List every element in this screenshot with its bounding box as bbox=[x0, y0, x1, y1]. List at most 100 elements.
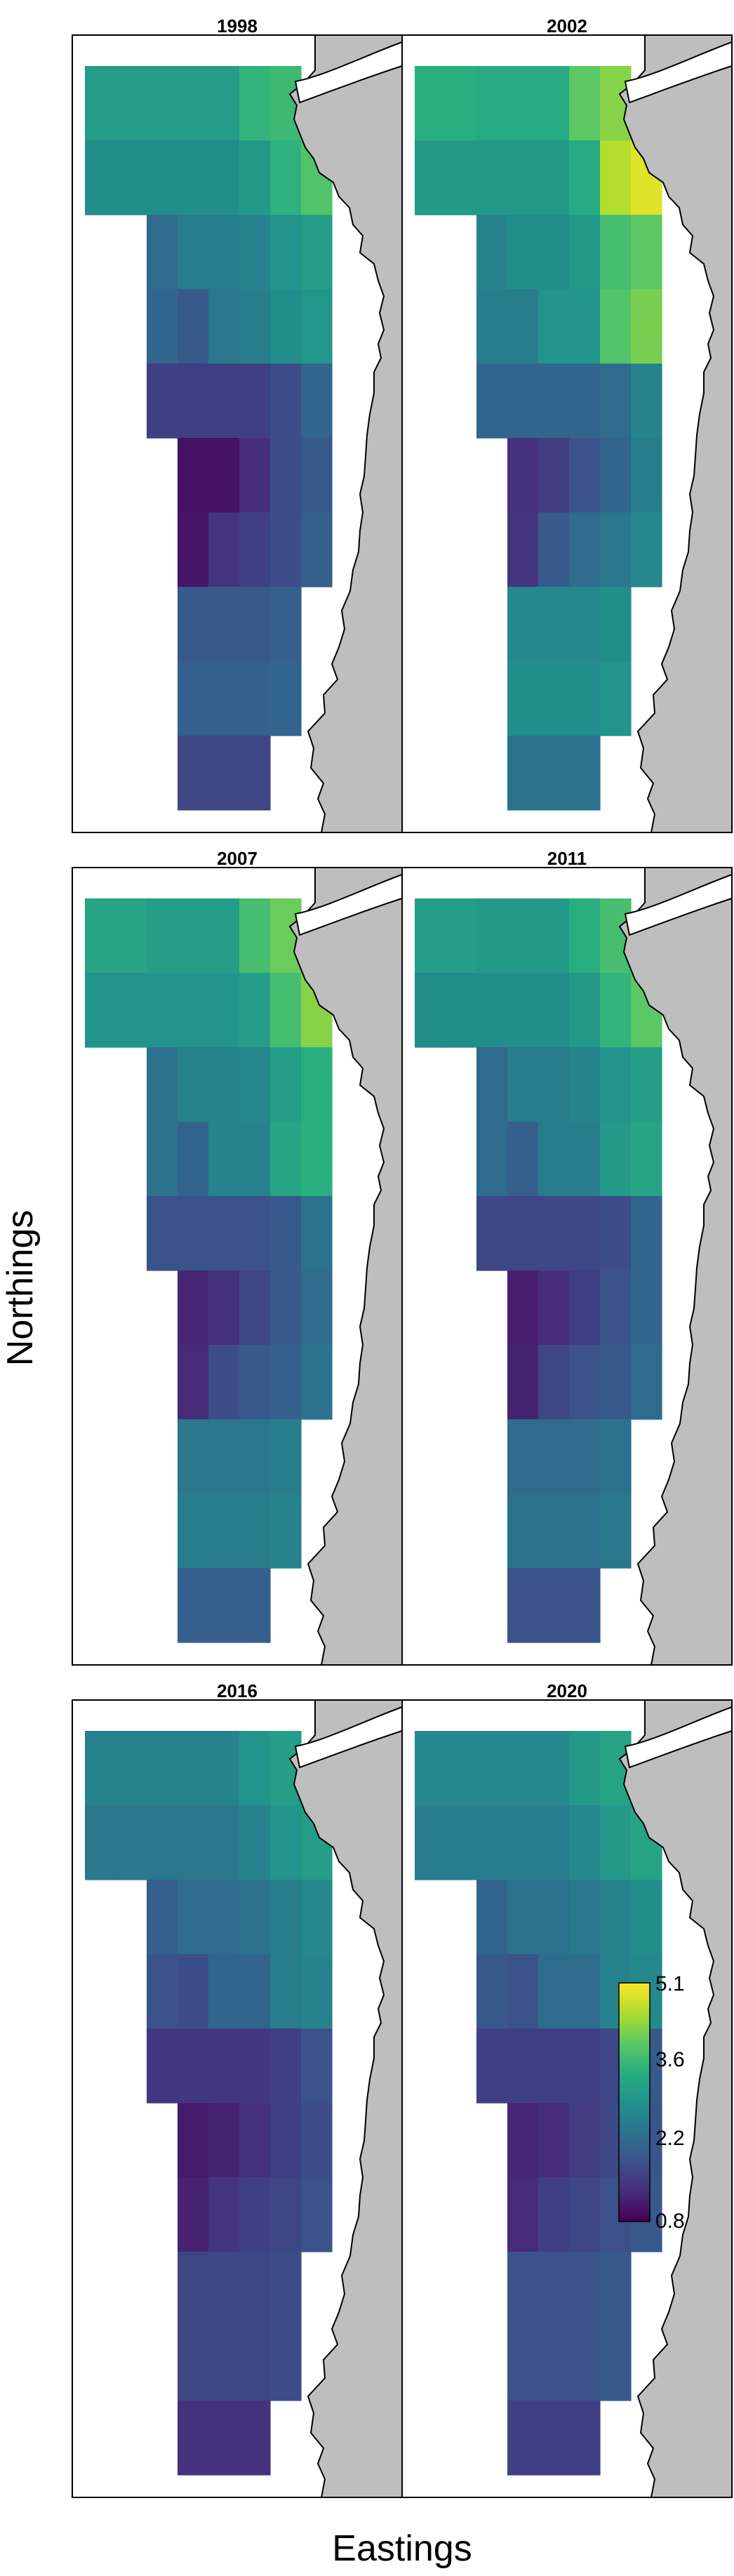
grid-cell bbox=[538, 2103, 570, 2178]
grid-cell bbox=[600, 2326, 632, 2401]
grid-cell bbox=[178, 587, 209, 662]
panel-title: 2016 bbox=[217, 1680, 258, 1701]
grid-cell bbox=[270, 438, 302, 513]
grid-cell bbox=[507, 2401, 539, 2476]
grid-cell bbox=[476, 215, 508, 290]
grid-cell bbox=[507, 289, 539, 364]
grid-cell bbox=[270, 1345, 302, 1420]
grid-cell bbox=[507, 66, 539, 141]
grid-cell bbox=[239, 2103, 271, 2178]
grid-cell bbox=[538, 1880, 570, 1955]
grid-cell bbox=[85, 140, 116, 215]
map-panel-2011: 2011 bbox=[401, 848, 733, 1666]
grid-cell bbox=[415, 1805, 446, 1880]
grid-cell bbox=[178, 2103, 209, 2178]
grid-cell bbox=[208, 215, 240, 290]
grid-cell bbox=[538, 587, 570, 662]
grid-cell bbox=[569, 1568, 601, 1643]
grid-cell bbox=[239, 289, 271, 364]
grid-cell bbox=[600, 438, 632, 513]
grid-cell bbox=[507, 1122, 539, 1197]
grid-cell bbox=[569, 2326, 601, 2401]
grid-cell bbox=[631, 512, 662, 587]
grid-cell bbox=[507, 2252, 539, 2327]
grid-cell bbox=[147, 140, 178, 215]
grid-cell bbox=[507, 587, 539, 662]
grid-cell bbox=[208, 512, 240, 587]
grid-cell bbox=[178, 736, 209, 811]
grid-cell bbox=[301, 2177, 333, 2252]
grid-cell bbox=[178, 1270, 209, 1346]
grid-cell bbox=[178, 898, 209, 974]
grid-cell bbox=[147, 364, 178, 439]
grid-cell bbox=[631, 1122, 662, 1197]
grid-cell bbox=[147, 1122, 178, 1197]
grid-cell bbox=[301, 2029, 333, 2104]
grid-cell bbox=[208, 2326, 240, 2401]
grid-cell bbox=[569, 973, 601, 1048]
grid-cell bbox=[600, 2252, 632, 2327]
grid-cell bbox=[446, 1805, 477, 1880]
grid-cell bbox=[569, 1047, 601, 1122]
grid-cell bbox=[178, 1047, 209, 1122]
grid-cell bbox=[476, 1122, 508, 1197]
grid-cell bbox=[507, 1419, 539, 1494]
grid-cell bbox=[446, 973, 477, 1048]
grid-cell bbox=[270, 1196, 302, 1271]
grid-cell bbox=[569, 1122, 601, 1197]
grid-cell bbox=[270, 289, 302, 364]
grid-cell bbox=[208, 1731, 240, 1806]
grid-cell bbox=[631, 1047, 662, 1122]
grid-cell bbox=[239, 1731, 271, 1806]
color-legend: 5.1 3.6 2.2 0.8 bbox=[618, 1972, 685, 2233]
grid-cell bbox=[538, 1731, 570, 1806]
grid-cell bbox=[538, 1568, 570, 1643]
grid-cell bbox=[600, 1805, 632, 1880]
grid-cell bbox=[239, 1196, 271, 1271]
grid-cell bbox=[239, 66, 271, 141]
grid-cell bbox=[147, 289, 178, 364]
grid-cell bbox=[147, 973, 178, 1048]
grid-cell bbox=[415, 1731, 446, 1806]
grid-cell bbox=[208, 1494, 240, 1569]
grid-cell bbox=[569, 289, 601, 364]
grid-cell bbox=[569, 2401, 601, 2476]
grid-cell bbox=[600, 215, 632, 290]
grid-cell bbox=[507, 2326, 539, 2401]
grid-cell bbox=[239, 2401, 271, 2476]
grid-cell bbox=[178, 1122, 209, 1197]
grid-cell bbox=[116, 1731, 147, 1806]
grid-cell bbox=[208, 438, 240, 513]
grid-cell bbox=[569, 1345, 601, 1420]
land-mass bbox=[288, 867, 403, 1666]
grid-cell bbox=[507, 1494, 539, 1569]
grid-cell bbox=[415, 973, 446, 1048]
grid-cell bbox=[538, 736, 570, 811]
grid-cell bbox=[116, 1805, 147, 1880]
grid-cell bbox=[569, 140, 601, 215]
grid-cell bbox=[538, 512, 570, 587]
grid-cell bbox=[270, 512, 302, 587]
panel-title: 2007 bbox=[217, 848, 258, 869]
grid-cell bbox=[476, 1805, 508, 1880]
grid-cell bbox=[178, 2401, 209, 2476]
grid-cell bbox=[178, 364, 209, 439]
grid-cell bbox=[507, 1270, 539, 1346]
grid-cell bbox=[208, 736, 240, 811]
land-mass bbox=[618, 867, 733, 1666]
grid-cell bbox=[239, 736, 271, 811]
grid-cell bbox=[178, 1494, 209, 1569]
grid-cell bbox=[301, 215, 333, 290]
grid-cell bbox=[476, 1880, 508, 1955]
grid-cell bbox=[239, 215, 271, 290]
grid-cell bbox=[569, 736, 601, 811]
grid-cell bbox=[147, 1880, 178, 1955]
grid-cell bbox=[476, 1954, 508, 2029]
grid-cell bbox=[147, 898, 178, 974]
grid-cell bbox=[538, 2252, 570, 2327]
grid-cell bbox=[507, 2177, 539, 2252]
grid-cell bbox=[538, 66, 570, 141]
grid-cell bbox=[116, 973, 147, 1048]
grid-cell bbox=[239, 661, 271, 736]
grid-cell bbox=[507, 1731, 539, 1806]
